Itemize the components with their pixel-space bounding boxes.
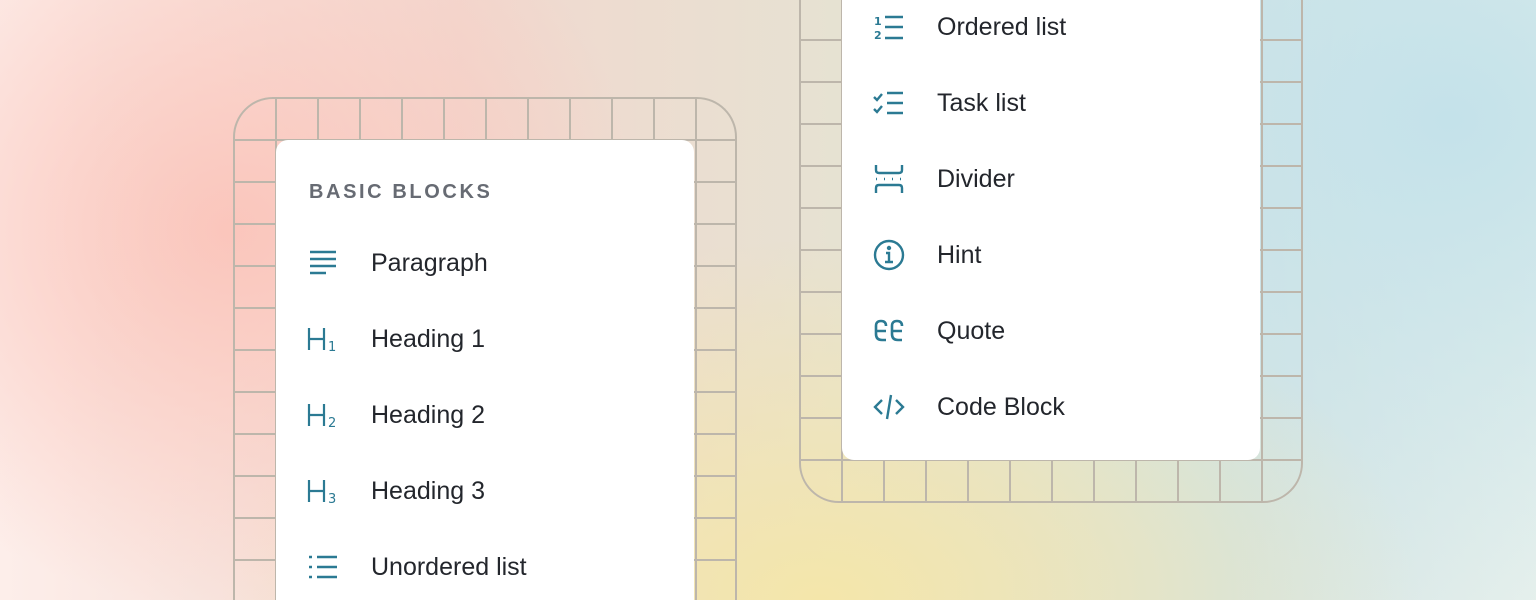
menu-item-label: Hint (937, 240, 982, 269)
block-menu-right (842, 0, 1260, 460)
svg-text:1: 1 (874, 15, 882, 28)
menu-item-label: Divider (937, 164, 1015, 193)
menu-item-task-list[interactable]: Task list (872, 83, 1026, 123)
menu-item-heading-3[interactable]: 3 Heading 3 (306, 471, 485, 511)
task-list-icon (872, 86, 906, 120)
svg-text:3: 3 (328, 492, 336, 505)
divider-icon (872, 162, 906, 196)
menu-item-unordered-list[interactable]: Unordered list (306, 547, 527, 587)
menu-item-label: Paragraph (371, 248, 488, 277)
heading-2-icon: 2 (306, 398, 340, 432)
menu-item-label: Code Block (937, 392, 1065, 421)
menu-item-heading-1[interactable]: 1 Heading 1 (306, 319, 485, 359)
menu-item-hint[interactable]: Hint (872, 235, 981, 275)
info-icon (872, 238, 906, 272)
svg-text:1: 1 (328, 340, 336, 353)
menu-item-label: Unordered list (371, 552, 527, 581)
menu-item-paragraph[interactable]: Paragraph (306, 243, 488, 283)
menu-item-label: Heading 2 (371, 400, 485, 429)
menu-item-divider[interactable]: Divider (872, 159, 1015, 199)
svg-text:2: 2 (328, 416, 336, 429)
svg-text:2: 2 (874, 29, 882, 41)
menu-item-label: Quote (937, 316, 1006, 345)
menu-item-label: Heading 1 (371, 324, 485, 353)
code-icon (872, 390, 906, 424)
quote-icon (872, 314, 906, 348)
menu-item-label: Task list (937, 88, 1026, 117)
menu-item-quote[interactable]: Quote (872, 311, 1005, 351)
menu-item-label: Ordered list (937, 12, 1067, 41)
heading-3-icon: 3 (306, 474, 340, 508)
menu-item-label: Heading 3 (371, 476, 485, 505)
section-heading: BASIC BLOCKS (309, 181, 493, 203)
paragraph-icon (306, 246, 340, 280)
heading-1-icon: 1 (306, 322, 340, 356)
menu-item-code-block[interactable]: Code Block (872, 387, 1065, 427)
block-menu-left (276, 140, 694, 600)
unordered-list-icon (306, 550, 340, 584)
menu-item-heading-2[interactable]: 2 Heading 2 (306, 395, 485, 435)
